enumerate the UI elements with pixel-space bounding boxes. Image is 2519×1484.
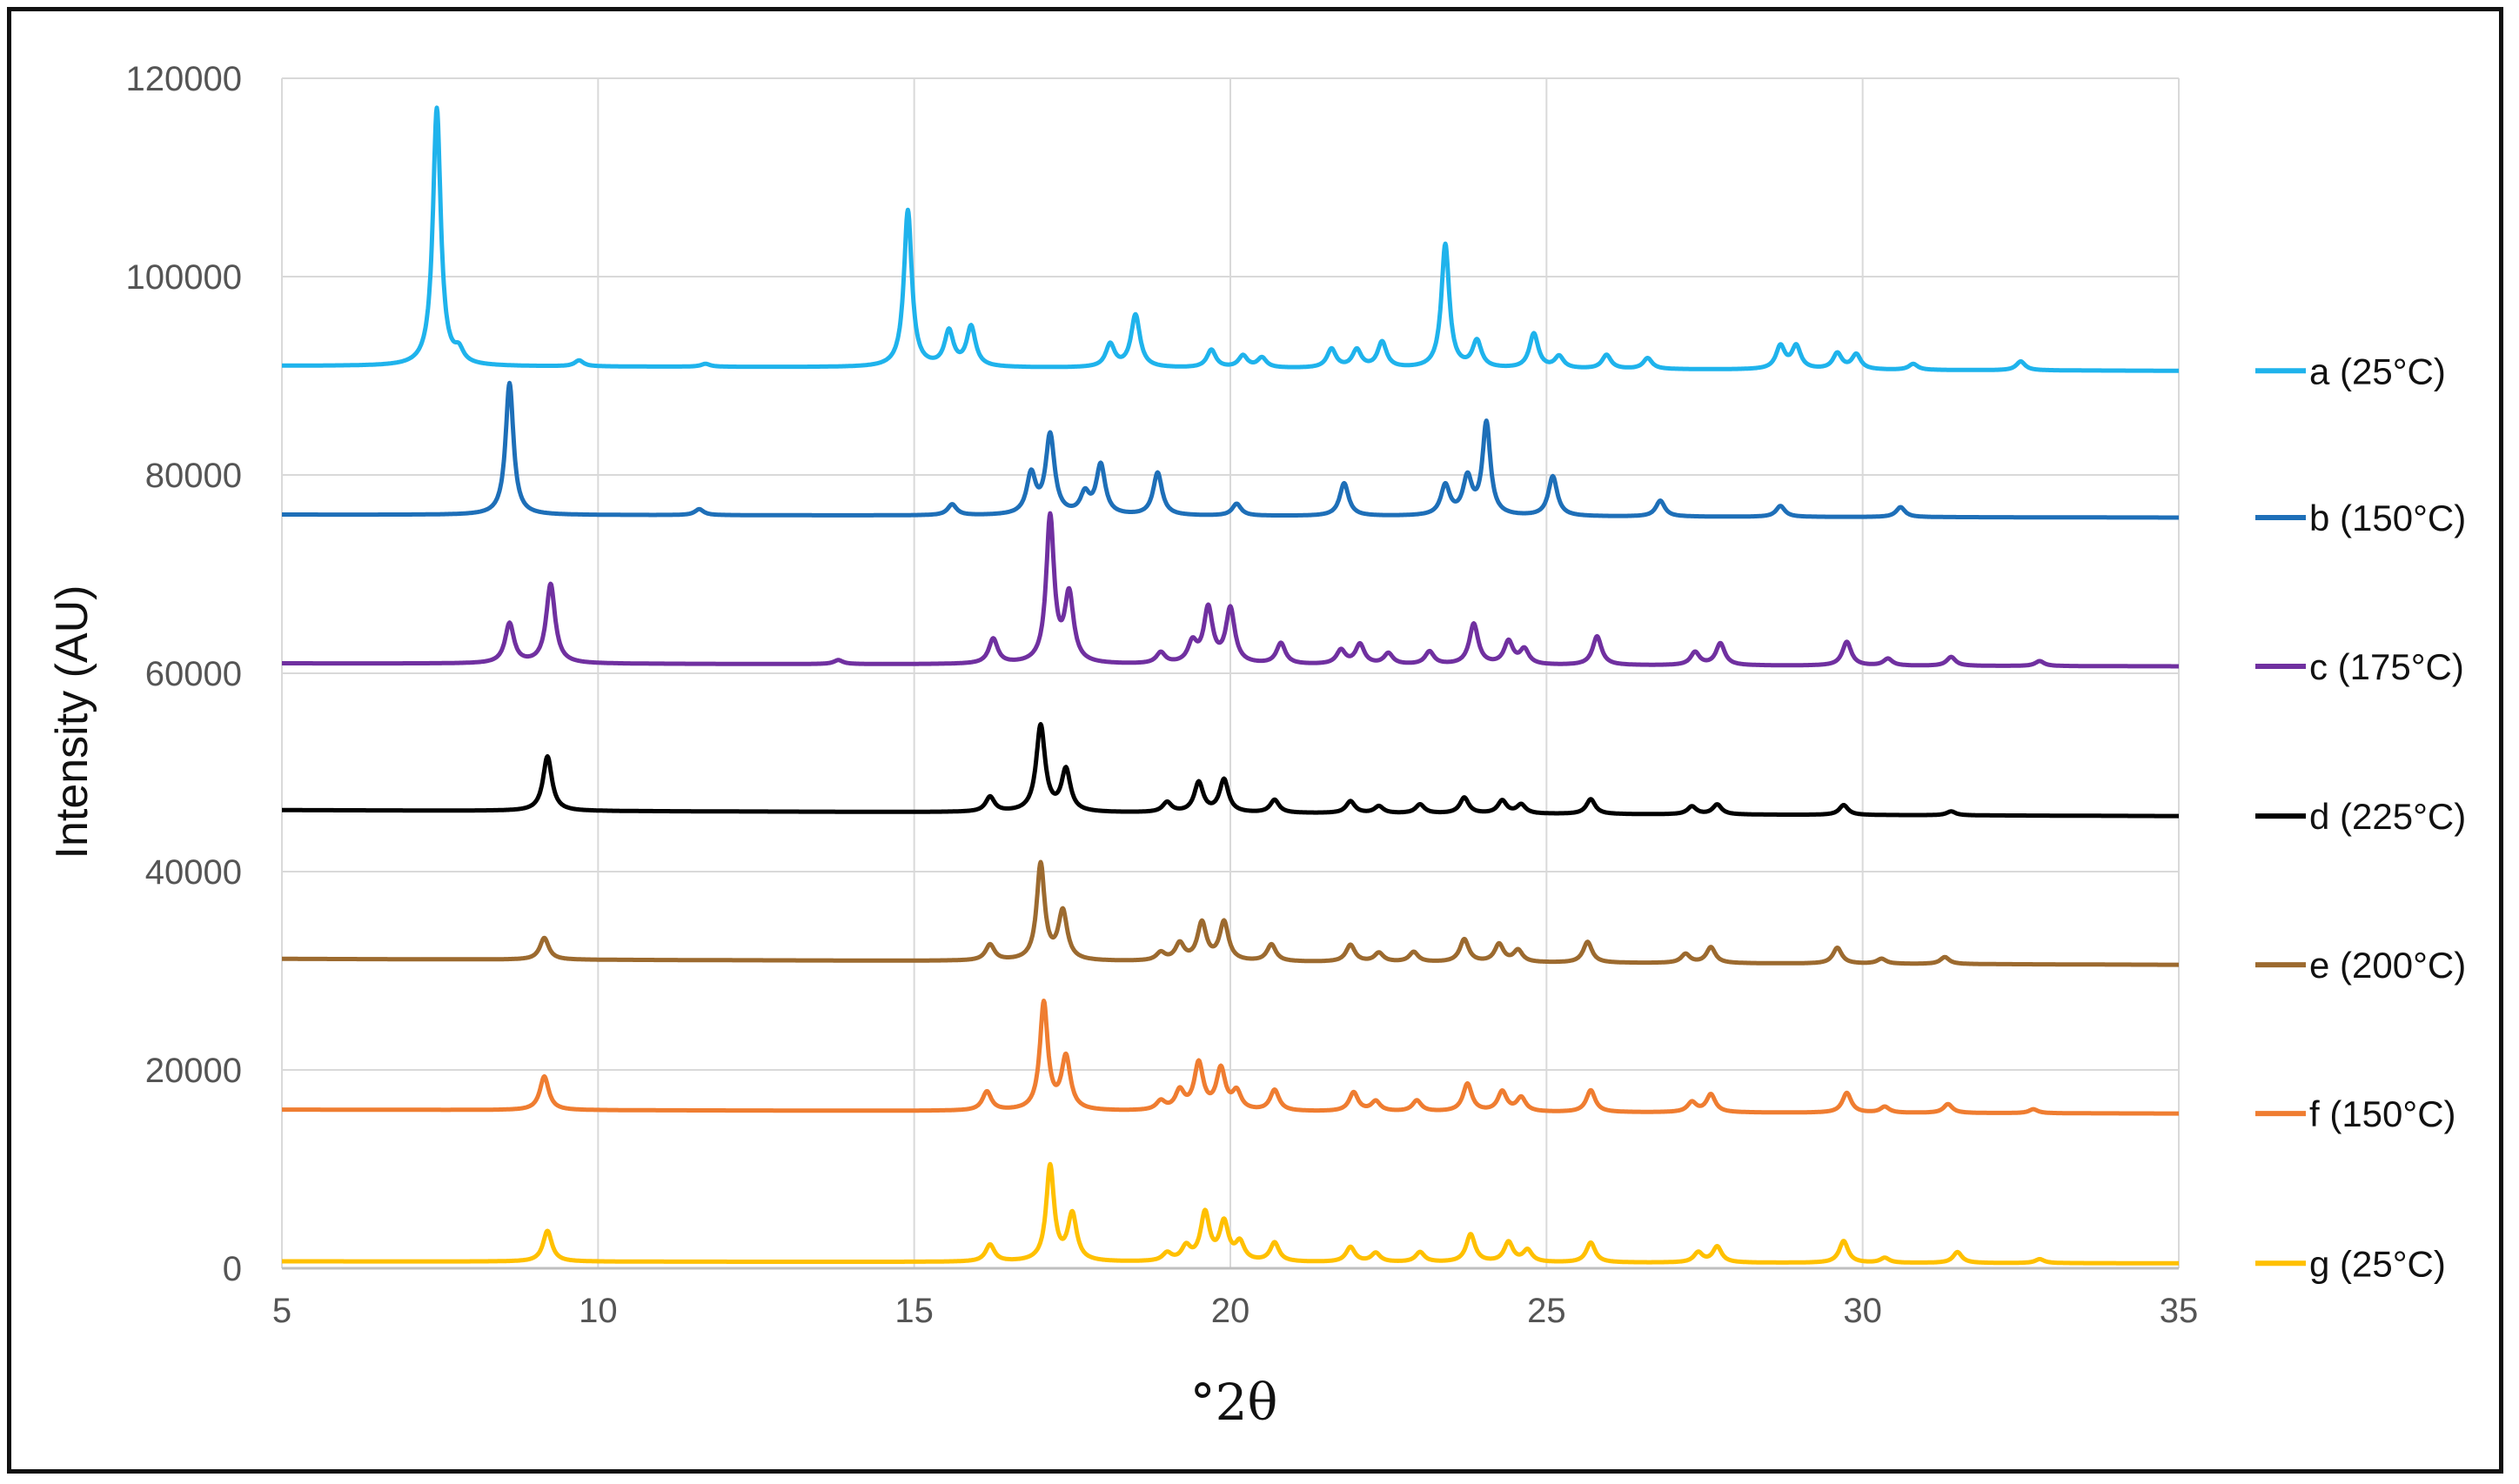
- y-tick-label: 0: [223, 1250, 242, 1288]
- legend-label: a (25°C): [2309, 351, 2446, 391]
- legend-label: g (25°C): [2309, 1243, 2446, 1284]
- x-tick-label: 35: [2160, 1292, 2199, 1330]
- x-axis-ticks: 5 10 15 20 25 30 35: [272, 1292, 2198, 1330]
- y-tick-label: 40000: [145, 853, 242, 892]
- series-line-c: [280, 511, 2181, 669]
- series-line-e: [280, 859, 2181, 967]
- y-axis-title: Intensity (AU): [47, 585, 97, 859]
- series-line-a: [280, 105, 2181, 373]
- series-line-g: [280, 1161, 2181, 1266]
- series-line-d: [280, 722, 2181, 819]
- x-tick-label: 25: [1527, 1292, 1566, 1330]
- y-tick-label: 80000: [145, 457, 242, 495]
- x-tick-label: 20: [1211, 1292, 1250, 1330]
- y-tick-label: 20000: [145, 1052, 242, 1090]
- series-lines: [280, 105, 2181, 1266]
- series-line-b: [280, 380, 2181, 520]
- y-axis-ticks: 0 20000 40000 60000 80000 100000 120000: [126, 60, 242, 1288]
- y-tick-label: 100000: [126, 258, 242, 297]
- x-tick-label: 5: [272, 1292, 291, 1330]
- legend: a (25°C) b (150°C) c (175°C) d (225°C) e (20…: [2255, 351, 2466, 1284]
- gridlines: [281, 77, 2180, 1270]
- y-tick-label: 120000: [126, 60, 242, 98]
- legend-label: f (150°C): [2309, 1093, 2456, 1134]
- x-tick-label: 10: [579, 1292, 618, 1330]
- series-line-f: [280, 999, 2181, 1116]
- legend-label: d (225°C): [2309, 796, 2466, 837]
- y-tick-label: 60000: [145, 655, 242, 693]
- x-tick-label: 15: [894, 1292, 934, 1330]
- chart-frame: [7, 7, 2503, 1474]
- legend-label: b (150°C): [2309, 498, 2466, 538]
- legend-label: c (175°C): [2309, 646, 2464, 687]
- x-axis-title: °2θ: [1190, 1373, 1278, 1432]
- x-tick-label: 30: [1843, 1292, 1882, 1330]
- legend-label: e (200°C): [2309, 945, 2466, 986]
